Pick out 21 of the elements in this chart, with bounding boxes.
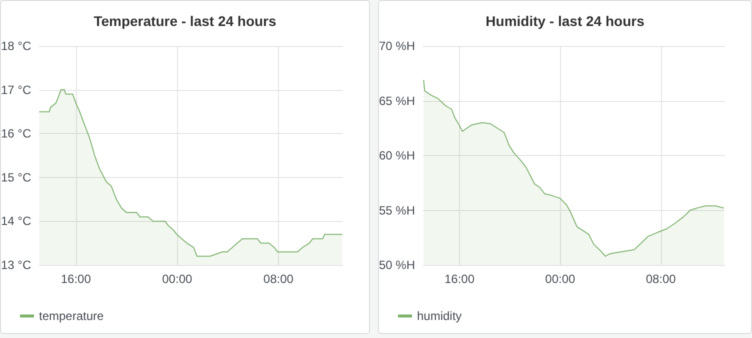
y-tick-label: 17 °C: [0, 82, 32, 97]
y-tick-label: 16 °C: [0, 126, 32, 141]
chart-title: Temperature - last 24 hours: [94, 13, 276, 29]
y-tick-label: 60 %H: [378, 148, 416, 162]
y-tick-label: 15 °C: [0, 170, 32, 184]
chart-title: Humidity - last 24 hours: [486, 13, 645, 29]
y-tick-label: 70 %H: [378, 39, 416, 53]
legend-label: humidity: [417, 309, 462, 323]
x-tick-label: 08:00: [263, 272, 294, 286]
x-tick-label: 16:00: [60, 272, 92, 286]
y-tick-label: 50 %H: [378, 258, 416, 272]
y-tick-label: 13 °C: [0, 258, 32, 272]
y-tick-label: 65 %H: [378, 94, 416, 108]
x-tick-label: 00:00: [545, 272, 576, 286]
x-tick-label: 08:00: [646, 272, 676, 286]
y-tick-label: 14 °C: [0, 214, 32, 228]
x-tick-label: 00:00: [162, 272, 192, 286]
legend-label: temperature: [39, 309, 104, 323]
x-tick-label: 16:00: [444, 272, 475, 286]
y-tick-label: 55 %H: [378, 203, 416, 218]
y-tick-label: 18 °C: [0, 39, 32, 53]
